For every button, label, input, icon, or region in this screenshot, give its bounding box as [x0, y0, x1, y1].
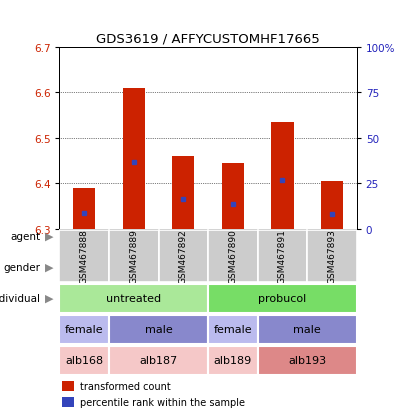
FancyBboxPatch shape: [59, 230, 109, 282]
Text: individual: individual: [0, 293, 40, 304]
Bar: [320, 181, 342, 229]
Text: female: female: [213, 324, 252, 335]
Bar: [62, 381, 74, 391]
Bar: [73, 188, 95, 229]
FancyBboxPatch shape: [59, 315, 109, 344]
Text: GSM467892: GSM467892: [178, 229, 187, 283]
Text: agent: agent: [10, 231, 40, 242]
Text: GSM467888: GSM467888: [79, 229, 88, 283]
FancyBboxPatch shape: [207, 284, 356, 313]
Text: GSM467891: GSM467891: [277, 229, 286, 283]
FancyBboxPatch shape: [158, 230, 207, 282]
FancyBboxPatch shape: [109, 315, 207, 344]
FancyBboxPatch shape: [257, 315, 356, 344]
Text: ▶: ▶: [45, 231, 53, 242]
Title: GDS3619 / AFFYCUSTOMHF17665: GDS3619 / AFFYCUSTOMHF17665: [96, 32, 319, 45]
FancyBboxPatch shape: [207, 315, 257, 344]
Text: male: male: [144, 324, 172, 335]
Text: probucol: probucol: [258, 293, 306, 304]
Text: GSM467893: GSM467893: [327, 229, 336, 283]
FancyBboxPatch shape: [257, 346, 356, 375]
Text: male: male: [292, 324, 320, 335]
Bar: [172, 157, 194, 229]
Text: GSM467890: GSM467890: [228, 229, 237, 283]
Text: transformed count: transformed count: [80, 381, 171, 391]
Bar: [122, 88, 144, 229]
FancyBboxPatch shape: [207, 230, 257, 282]
Text: untreated: untreated: [106, 293, 161, 304]
FancyBboxPatch shape: [59, 284, 207, 313]
FancyBboxPatch shape: [207, 346, 257, 375]
FancyBboxPatch shape: [306, 230, 356, 282]
Text: ▶: ▶: [45, 293, 53, 304]
Text: percentile rank within the sample: percentile rank within the sample: [80, 397, 245, 407]
Bar: [62, 397, 74, 407]
Text: ▶: ▶: [45, 262, 53, 273]
Text: gender: gender: [3, 262, 40, 273]
Bar: [271, 122, 293, 229]
FancyBboxPatch shape: [59, 346, 109, 375]
Text: GSM467889: GSM467889: [129, 229, 138, 283]
Text: alb168: alb168: [65, 355, 103, 366]
FancyBboxPatch shape: [109, 346, 207, 375]
Text: alb189: alb189: [213, 355, 252, 366]
FancyBboxPatch shape: [257, 230, 306, 282]
Bar: [221, 163, 243, 229]
Text: alb193: alb193: [288, 355, 326, 366]
FancyBboxPatch shape: [109, 230, 158, 282]
Text: female: female: [65, 324, 103, 335]
Text: alb187: alb187: [139, 355, 177, 366]
